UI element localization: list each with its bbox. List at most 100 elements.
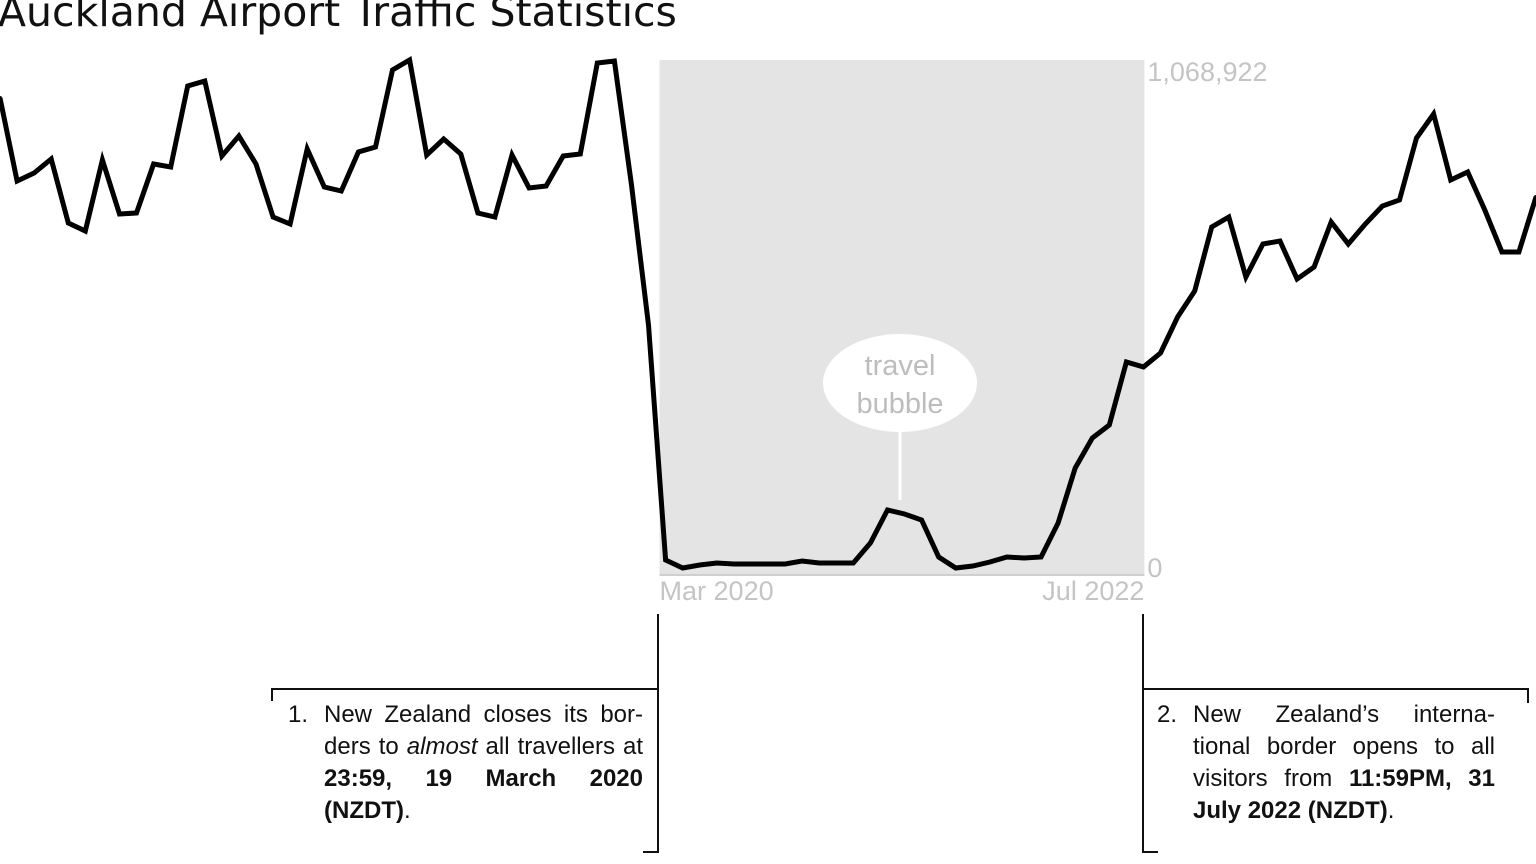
data-point-2019-08 <box>527 185 532 190</box>
data-point-2024-02 <box>1448 177 1453 182</box>
data-point-2018-09 <box>339 189 344 194</box>
data-point-2021-03 <box>851 561 856 566</box>
travel-bubble-annotation: travel bubble <box>823 334 977 500</box>
data-point-2020-07 <box>714 561 719 566</box>
data-point-2017-02 <box>15 178 20 183</box>
data-point-2017-08 <box>117 211 122 216</box>
annotation-number: 1. <box>288 701 309 728</box>
data-point-2024-01 <box>1431 111 1436 116</box>
annotation-date: 11:59PM, 31 July 2022 (NZDT) <box>1193 765 1495 824</box>
data-point-2023-09 <box>1363 222 1368 227</box>
x-tick-label-start: Mar 2020 <box>660 576 774 606</box>
chart-title: Auckland Airport Traffic Statistics <box>0 0 677 36</box>
data-point-2021-01 <box>817 561 822 566</box>
data-point-2023-08 <box>1346 242 1351 247</box>
bubble-label-line2: bubble <box>856 388 943 420</box>
annotation-date: 23:59, 19 March 2020 (NZDT) <box>324 765 643 824</box>
data-point-2018-04 <box>254 161 258 166</box>
data-point-2020-02 <box>629 182 634 187</box>
data-point-2023-10 <box>1380 203 1385 208</box>
annotation-text: New Zealand closes its bor-ders to <box>324 701 643 760</box>
data-point-2021-09 <box>953 566 958 571</box>
data-point-2020-12 <box>800 558 805 563</box>
data-point-2024-06 <box>1516 250 1521 255</box>
data-point-2019-12 <box>595 60 600 65</box>
data-point-2021-11 <box>987 559 992 564</box>
data-point-2022-11 <box>1192 288 1197 293</box>
data-point-2017-06 <box>83 228 88 233</box>
data-point-2019-03 <box>441 136 446 141</box>
data-point-2022-02 <box>1039 554 1044 559</box>
data-point-2020-06 <box>697 562 702 567</box>
data-point-2017-04 <box>49 157 54 162</box>
data-point-2017-09 <box>134 210 139 215</box>
data-point-2019-02 <box>424 152 429 157</box>
data-point-2017-01 <box>0 96 2 101</box>
data-point-2018-12 <box>390 67 395 72</box>
data-point-2017-11 <box>168 165 173 170</box>
annotation-text: . <box>403 797 411 824</box>
data-point-2021-04 <box>868 541 873 546</box>
data-point-2022-09 <box>1158 350 1163 355</box>
annotation-text: New Zealand’s interna-tional border open… <box>1193 701 1495 792</box>
data-point-2020-05 <box>680 566 685 571</box>
data-point-2019-10 <box>561 153 566 158</box>
annotation-bracket-1 <box>271 614 659 853</box>
data-point-2023-04 <box>1278 238 1282 243</box>
data-point-2021-10 <box>970 563 975 568</box>
covid-period-highlight <box>659 60 1145 575</box>
data-point-2021-08 <box>936 554 941 559</box>
data-point-2019-09 <box>544 183 549 188</box>
y-tick-label-zero: 0 <box>1147 553 1162 583</box>
annotation-emphasis: almost <box>406 733 478 760</box>
bubble-shape <box>823 334 977 432</box>
data-point-2020-04 <box>663 558 668 563</box>
data-point-2021-05 <box>885 508 890 513</box>
data-point-2017-03 <box>32 170 37 175</box>
data-point-2020-01 <box>612 59 617 64</box>
data-point-2021-07 <box>919 517 924 522</box>
data-point-2020-11 <box>783 562 788 567</box>
data-point-2020-08 <box>731 562 736 567</box>
traffic-series <box>0 56 1536 571</box>
data-point-2022-03 <box>1056 521 1061 526</box>
data-point-2023-05 <box>1295 276 1300 281</box>
data-point-2023-03 <box>1260 242 1265 247</box>
data-point-2019-11 <box>578 152 583 157</box>
data-point-2020-09 <box>748 562 753 567</box>
data-point-2021-06 <box>902 512 907 517</box>
annotation-border-reopening: 2. New Zealand’s interna-tional border o… <box>1157 699 1495 827</box>
data-point-2024-05 <box>1499 250 1504 255</box>
data-point-2024-04 <box>1482 207 1487 212</box>
data-point-2018-05 <box>271 214 276 219</box>
data-point-2023-07 <box>1329 219 1334 224</box>
data-point-2018-11 <box>373 144 378 149</box>
data-point-2020-03 <box>646 322 651 327</box>
data-point-2017-10 <box>151 161 156 166</box>
annotation-number: 2. <box>1157 701 1178 728</box>
data-point-2024-03 <box>1465 169 1470 174</box>
data-point-2022-08 <box>1141 365 1146 370</box>
annotation-border-closure: 1. New Zealand closes its bor-ders to al… <box>288 699 643 827</box>
data-point-2018-10 <box>356 149 361 154</box>
annotation-bracket-2 <box>1142 614 1529 853</box>
x-tick-label-end: Jul 2022 <box>1042 576 1144 606</box>
data-point-2018-06 <box>288 222 293 227</box>
data-point-2017-12 <box>185 83 190 88</box>
data-point-2021-02 <box>834 561 839 566</box>
data-point-2018-03 <box>236 133 241 138</box>
data-point-2017-05 <box>66 221 71 226</box>
data-point-2023-11 <box>1397 197 1402 202</box>
data-point-2019-01 <box>407 58 412 62</box>
data-point-2019-04 <box>458 152 463 157</box>
data-point-2018-07 <box>305 146 310 151</box>
annotation-text: . <box>1387 797 1395 824</box>
data-point-2022-06 <box>1107 423 1112 428</box>
data-point-2022-01 <box>1022 555 1026 560</box>
data-point-2018-02 <box>219 153 224 158</box>
data-point-2017-07 <box>100 157 105 162</box>
data-point-2018-08 <box>322 185 327 190</box>
data-point-2022-10 <box>1175 314 1180 319</box>
data-point-2023-02 <box>1243 275 1248 280</box>
